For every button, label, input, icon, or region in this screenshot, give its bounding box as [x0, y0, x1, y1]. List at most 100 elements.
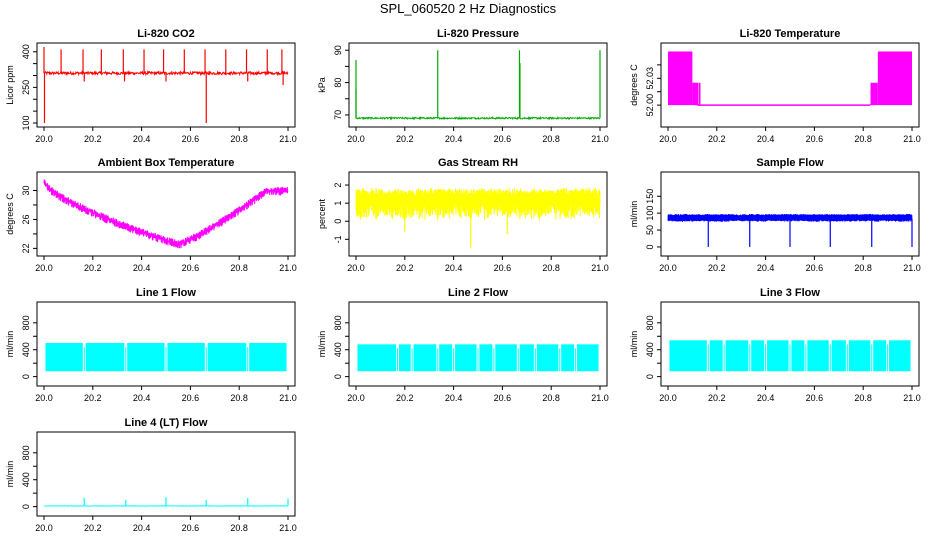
- y-tick-label: 80: [333, 78, 343, 88]
- y-tick-label: 100: [21, 115, 31, 130]
- x-tick-label: 20.8: [230, 523, 248, 533]
- y-axis-label: ml/min: [5, 331, 15, 358]
- x-tick-label: 20.6: [806, 393, 824, 403]
- x-axis: 20.0 20.2 20.4 20.6 20.8 21.0: [659, 386, 921, 403]
- x-axis: 20.0 20.2 20.4 20.6 20.8 21.0: [659, 127, 921, 144]
- flow-block: [848, 340, 871, 372]
- flow-block: [439, 344, 453, 372]
- x-tick-label: 20.0: [35, 134, 53, 144]
- x-tick-label: 21.0: [279, 134, 297, 144]
- x-tick-label: 21.0: [903, 393, 921, 403]
- x-tick-label: 20.4: [133, 263, 151, 273]
- series-line: [43, 179, 289, 249]
- x-tick-label: 20.0: [347, 263, 365, 273]
- flow-block: [669, 340, 707, 372]
- flow-block: [249, 342, 287, 372]
- x-axis: 20.0 20.2 20.4 20.6 20.8 21.0: [35, 256, 297, 273]
- flow-block: [479, 344, 493, 372]
- chart-panel-10: Line 4 (LT) Flow 20.0 20.2 20.4 20.6 20.8 21.0…: [5, 417, 297, 533]
- series-7: [45, 342, 287, 372]
- plot-frame: [36, 42, 296, 128]
- flow-block: [357, 344, 397, 372]
- flow-block: [398, 344, 411, 372]
- plot-frame: [348, 301, 608, 387]
- flow-block: [709, 340, 723, 372]
- y-tick-label: 150: [645, 189, 655, 204]
- chart-panel-4: Ambient Box Temperature 20.0 20.2 20.4 20.6 2…: [5, 157, 297, 273]
- y-tick-label: 400: [645, 342, 655, 357]
- chart-title: Line 2 Flow: [448, 287, 508, 299]
- y-axis-label: ml/min: [629, 201, 639, 228]
- chart-title: Li-820 Temperature: [740, 28, 841, 40]
- flow-block: [495, 344, 517, 372]
- flow-block: [807, 340, 829, 372]
- x-tick-label: 21.0: [903, 263, 921, 273]
- y-axis: 22 26 30: [21, 185, 37, 253]
- x-tick-label: 21.0: [591, 263, 609, 273]
- x-tick-label: 20.2: [84, 393, 102, 403]
- chart-panel-1: Li-820 CO2 20.0 20.2 20.4 20.6 20.8 21.0 100 250…: [5, 28, 297, 144]
- x-tick-label: 20.0: [35, 393, 53, 403]
- series-1: [43, 47, 289, 123]
- y-tick-label: 22: [21, 243, 31, 253]
- series-6: [667, 213, 913, 247]
- x-tick-label: 21.0: [279, 393, 297, 403]
- y-axis-label: degrees C: [5, 193, 15, 235]
- x-tick-label: 20.4: [757, 263, 775, 273]
- x-tick-label: 20.8: [542, 263, 560, 273]
- flow-block: [413, 344, 437, 372]
- flow-block: [725, 340, 749, 372]
- y-tick-label: 800: [645, 315, 655, 330]
- series-8: [357, 344, 599, 372]
- x-tick-label: 20.4: [757, 393, 775, 403]
- plot-frame: [36, 301, 296, 387]
- x-axis: 20.0 20.2 20.4 20.6 20.8 21.0: [35, 127, 297, 144]
- x-tick-label: 20.2: [396, 393, 414, 403]
- y-axis: 0 400 800: [21, 445, 37, 509]
- x-tick-label: 20.4: [445, 134, 463, 144]
- y-tick-label: 400: [21, 44, 31, 59]
- x-tick-label: 20.4: [757, 134, 775, 144]
- y-axis-label: ml/min: [317, 331, 327, 358]
- y-tick-label: 400: [21, 342, 31, 357]
- x-tick-label: 20.8: [230, 393, 248, 403]
- y-tick-label: 100: [645, 206, 655, 221]
- chart-title: Line 3 Flow: [760, 287, 820, 299]
- plot-frame: [36, 431, 296, 517]
- flow-block: [536, 344, 559, 372]
- temp-block: [668, 51, 693, 106]
- y-axis: -1 0 1 2: [333, 183, 349, 243]
- x-tick-label: 20.0: [35, 523, 53, 533]
- series-9: [669, 340, 911, 372]
- chart-title: Li-820 CO2: [137, 28, 194, 40]
- series-5: [355, 187, 601, 249]
- y-tick-label: 70: [333, 110, 343, 120]
- x-tick-label: 20.2: [396, 134, 414, 144]
- x-tick-label: 20.4: [445, 393, 463, 403]
- y-tick-label: 0: [333, 219, 343, 224]
- chart-panel-6: Sample Flow 20.0 20.2 20.4 20.6 20.8 21.0 0 50 10…: [629, 157, 921, 273]
- series-3: [668, 51, 912, 106]
- chart-title: Ambient Box Temperature: [98, 157, 235, 169]
- series-4: [43, 179, 289, 249]
- y-tick-label: -1: [333, 235, 343, 243]
- chart-panel-9: Line 3 Flow 20.0 20.2 20.4 20.6 20.8 21.0 0 400 8…: [629, 287, 921, 403]
- y-axis-label: ml/min: [5, 461, 15, 488]
- plot-frame: [348, 171, 608, 257]
- flow-block: [207, 342, 247, 372]
- x-tick-label: 20.8: [854, 263, 872, 273]
- flow-block: [791, 340, 805, 372]
- plot-frame: [660, 301, 920, 387]
- x-tick-label: 20.0: [659, 134, 677, 144]
- flow-block: [167, 342, 205, 372]
- x-tick-label: 20.8: [854, 134, 872, 144]
- figure-title: SPL_060520 2 Hz Diagnostics: [379, 1, 557, 16]
- y-tick-label: 0: [333, 374, 343, 379]
- plot-frame: [36, 171, 296, 257]
- y-tick-label: 1: [333, 201, 343, 206]
- x-tick-label: 21.0: [903, 134, 921, 144]
- y-tick-label: 0: [21, 374, 31, 379]
- chart-title: Sample Flow: [756, 157, 824, 169]
- y-axis: 0 400 800: [645, 315, 661, 379]
- y-tick-label: 52.03: [645, 67, 655, 90]
